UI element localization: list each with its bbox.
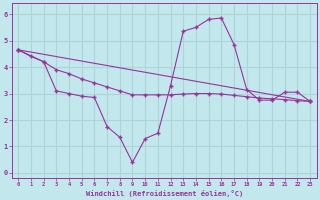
- X-axis label: Windchill (Refroidissement éolien,°C): Windchill (Refroidissement éolien,°C): [85, 190, 243, 197]
